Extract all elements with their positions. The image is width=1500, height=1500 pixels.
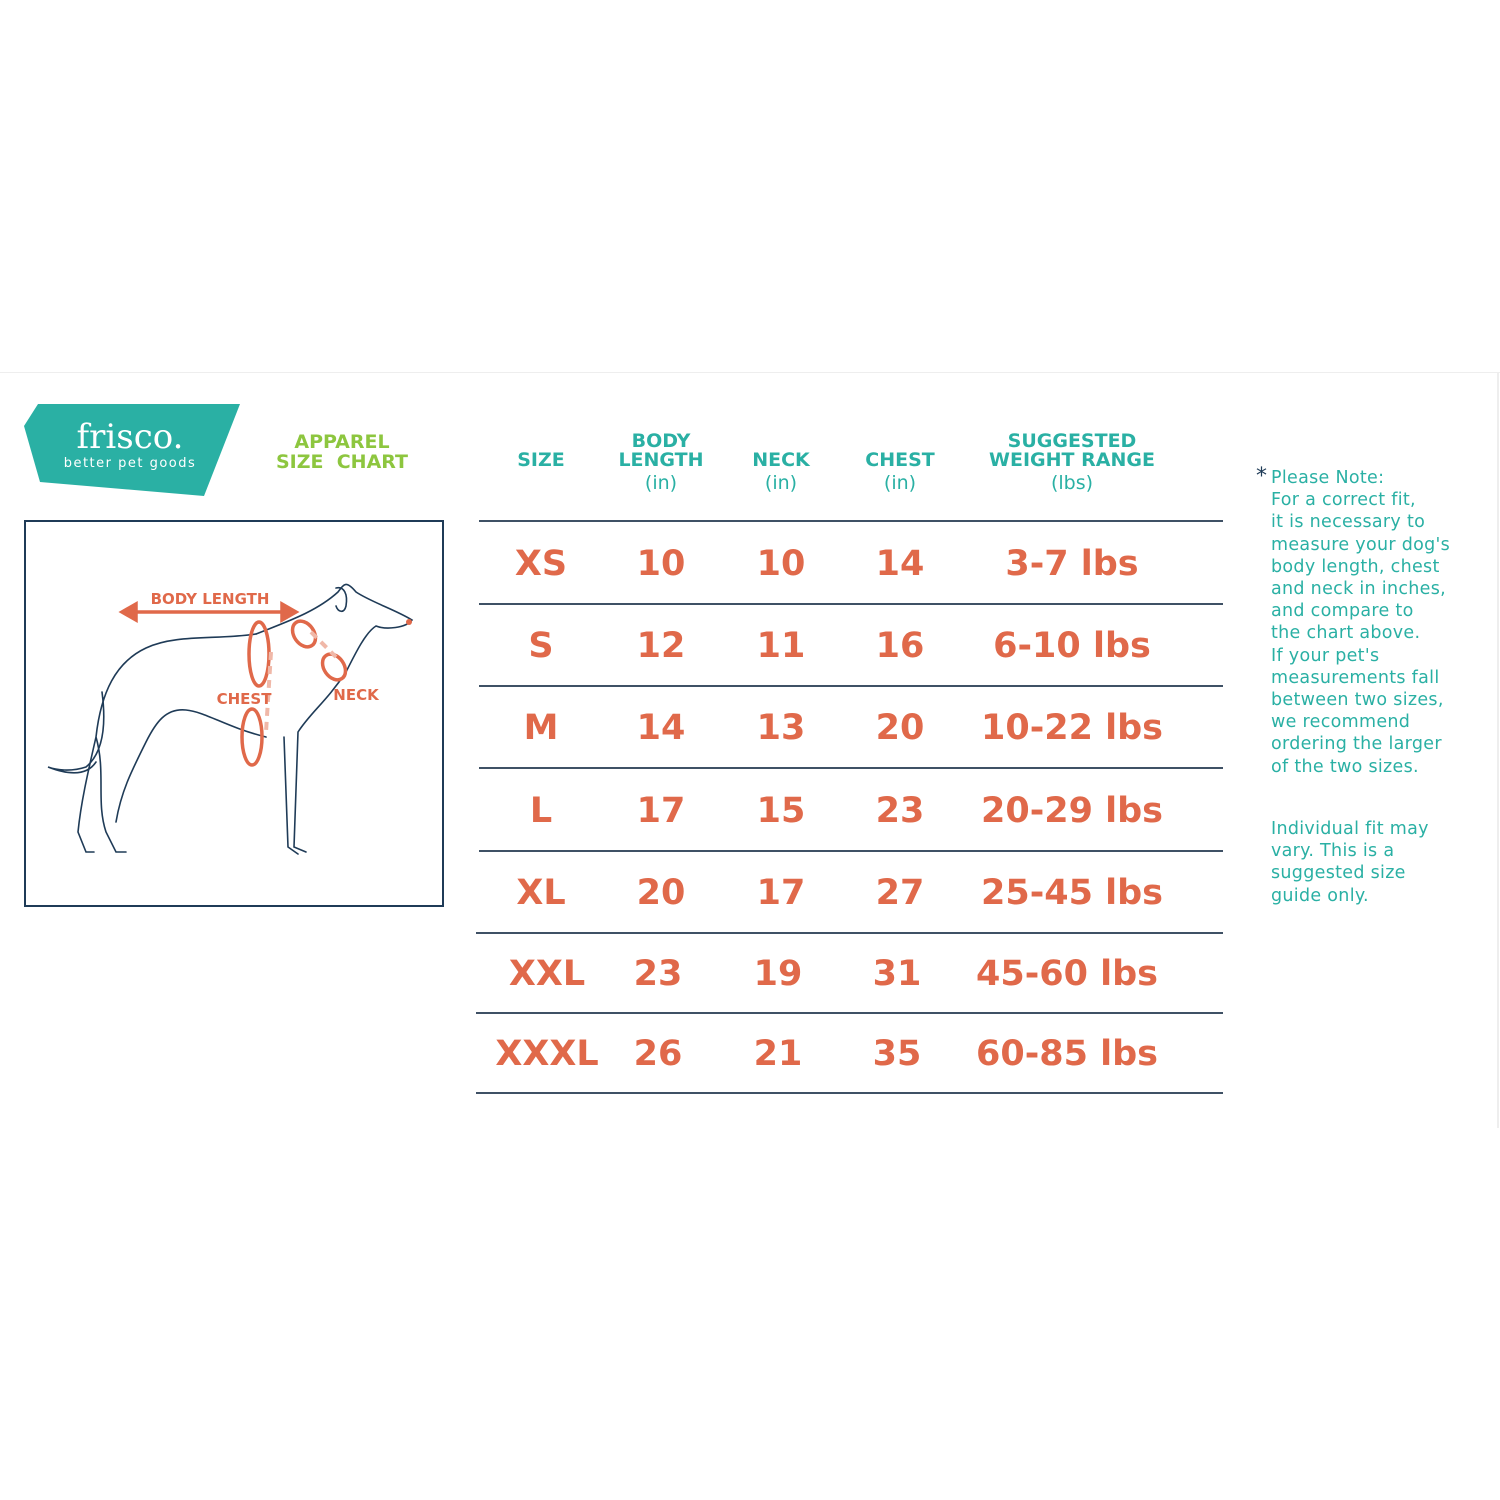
value-cell: 14 [636, 708, 686, 748]
divider [0, 372, 1500, 373]
size-cell: M [523, 708, 559, 748]
header-unit: (in) [883, 472, 917, 494]
chest-label: CHEST [217, 690, 273, 708]
note-line: between two sizes, [1271, 690, 1444, 711]
column-header: BODY LENGTH (in) [618, 432, 703, 496]
measurement-diagram: BODY LENGTH CHEST NECK [24, 520, 444, 907]
title-line: SIZE CHART [275, 451, 409, 473]
header-unit: (lbs) [1050, 472, 1094, 494]
divider [1497, 372, 1499, 1128]
column-header: SIZE [517, 432, 565, 470]
header-text: WEIGHT RANGE [989, 449, 1155, 471]
fit-note: Please Note: For a correct fit, it is nece… [1271, 467, 1450, 778]
value-cell: 23 [633, 954, 683, 994]
value-cell: 19 [753, 954, 803, 994]
header-text: CHEST [865, 449, 935, 471]
title-line: APPAREL [294, 431, 390, 453]
size-cell: XXL [508, 954, 586, 994]
value-cell: 13 [756, 708, 806, 748]
row-divider [479, 850, 1223, 852]
size-cell: L [529, 790, 553, 831]
value-cell: 27 [875, 873, 925, 913]
value-cell: 26 [633, 1034, 683, 1074]
header-unit: (in) [644, 472, 678, 494]
header-text: SUGGESTED [1007, 430, 1137, 452]
note-line: the chart above. [1271, 623, 1421, 644]
note-line: ordering the larger [1271, 734, 1442, 755]
note-line: suggested size [1271, 863, 1406, 884]
row-divider [476, 1092, 1223, 1094]
note-line: body length, chest [1271, 556, 1440, 577]
column-header: NECK (in) [752, 432, 810, 496]
row-divider [476, 1012, 1223, 1014]
column-header: CHEST (in) [865, 432, 934, 496]
value-cell: 12 [636, 626, 686, 666]
row-divider [479, 603, 1223, 605]
column-header: SUGGESTED WEIGHT RANGE (lbs) [989, 432, 1155, 496]
note-line: we recommend [1271, 712, 1411, 733]
note-line: guide only. [1271, 885, 1369, 906]
note-line: For a correct fit, [1271, 490, 1416, 511]
value-cell: 17 [756, 873, 806, 913]
value-cell: 45-60 lbs [975, 954, 1159, 994]
note-line: Individual fit may [1271, 819, 1429, 839]
brand-logo-badge [24, 404, 240, 496]
value-cell: 3-7 lbs [1005, 543, 1139, 584]
note-line: Please Note: [1271, 468, 1385, 488]
value-cell: 35 [872, 1034, 922, 1074]
note-line: measurements fall [1271, 667, 1440, 688]
value-cell: 17 [636, 790, 686, 831]
note-line: and neck in inches, [1271, 579, 1446, 600]
row-divider [479, 685, 1223, 687]
note-line: it is necessary to [1271, 512, 1426, 533]
note-line: and compare to [1271, 601, 1414, 622]
header-text: SIZE [517, 449, 565, 471]
value-cell: 10 [636, 543, 686, 584]
value-cell: 15 [756, 790, 806, 831]
disclaimer-note: Individual fit may vary. This is a suggest… [1271, 818, 1429, 907]
asterisk: * [1256, 464, 1267, 489]
value-cell: 25-45 lbs [980, 873, 1164, 913]
note-line: of the two sizes. [1271, 756, 1419, 777]
value-cell: 60-85 lbs [975, 1034, 1159, 1074]
row-divider [479, 767, 1223, 769]
note-line: If your pet's [1271, 645, 1380, 666]
brand-logo: frisco. better pet goods [40, 418, 220, 472]
row-divider [479, 520, 1223, 522]
brand-tagline: better pet goods [63, 456, 197, 471]
note-line: vary. This is a [1271, 841, 1395, 862]
header-text: LENGTH [618, 449, 704, 471]
size-cell: XL [516, 873, 566, 913]
value-cell: 10-22 lbs [980, 708, 1164, 748]
row-divider [476, 932, 1223, 934]
size-cell: XS [514, 543, 568, 584]
value-cell: 20 [636, 873, 686, 913]
neck-label: NECK [333, 686, 380, 704]
value-cell: 31 [872, 954, 922, 994]
brand-name: frisco. [76, 417, 184, 457]
dog-illustration: BODY LENGTH CHEST NECK [47, 583, 414, 855]
body-length-label: BODY LENGTH [151, 590, 270, 608]
header-unit: (in) [764, 472, 798, 494]
value-cell: 20 [875, 708, 925, 748]
value-cell: 16 [875, 626, 925, 666]
header-text: BODY [631, 430, 691, 452]
header-text: NECK [752, 449, 810, 471]
value-cell: 10 [756, 543, 806, 584]
value-cell: 23 [875, 790, 925, 831]
chart-title: APPAREL SIZE CHART [262, 432, 422, 472]
value-cell: 11 [756, 626, 806, 666]
value-cell: 6-10 lbs [993, 626, 1151, 666]
size-cell: XXXL [495, 1034, 599, 1074]
value-cell: 20-29 lbs [980, 790, 1164, 831]
value-cell: 21 [753, 1034, 803, 1074]
value-cell: 14 [875, 543, 925, 584]
size-cell: S [528, 626, 554, 666]
note-line: measure your dog's [1271, 534, 1451, 555]
